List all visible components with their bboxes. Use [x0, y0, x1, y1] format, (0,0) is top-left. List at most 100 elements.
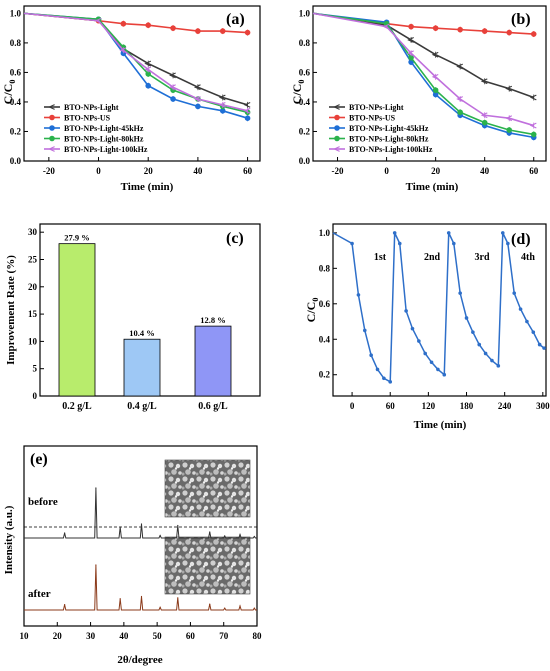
panel-b-legend-label-2: BTO-NPs-Light-45kHz: [349, 124, 429, 133]
panel-b-xlabel: Time (min): [406, 181, 459, 193]
panel-c: (c) Improvement Rate (%) 0 5 10 15 20 25 30 27…: [5, 223, 261, 412]
panel-a-ylabel: C/C0: [1, 80, 17, 105]
panel-d-ytick-label-4: 1.0: [319, 228, 331, 238]
panel-e-peak-before-7: [224, 535, 226, 537]
panel-b-point-4-4: [456, 96, 463, 102]
panel-a-label: (a): [226, 11, 245, 28]
panel-b-legend-marker-2: [334, 125, 340, 131]
panel-d-point-10: [404, 309, 408, 313]
panel-b-line-series-4: [312, 12, 534, 127]
panel-a-ytick-label-1: 0.2: [10, 126, 22, 136]
panel-b-point-0-5: [480, 78, 488, 85]
panel-e-xtick-label-6: 70: [219, 631, 229, 641]
panel-a-point-4-5: [193, 96, 201, 102]
panel-b-line-series-1: [312, 12, 534, 35]
panel-a-point-0-7: [243, 102, 251, 108]
panel-b-point-0-2: [407, 37, 414, 43]
panel-b-frame: [312, 5, 547, 162]
panel-b-legend-marker-3: [334, 135, 340, 142]
panel-a-ytick-label-4: 0.8: [10, 38, 22, 48]
panel-a-point-2-7: [244, 115, 251, 121]
panel-a-point-4-2: [119, 47, 127, 54]
panel-d-point-32: [537, 342, 542, 347]
panel-d-cycle-label-0: 1st: [374, 252, 387, 263]
panel-e-peak-before-9: [253, 535, 255, 538]
panel-e-label: (e): [30, 451, 48, 468]
panel-e-xlabel: 2θ/degree: [117, 654, 162, 666]
panel-d-xtick-label-2: 120: [422, 401, 436, 411]
panel-a-point-2-4: [170, 96, 176, 102]
panel-b-ylabel: C/C0: [290, 80, 306, 105]
panel-c-category-label-2: 0.6 g/L: [198, 401, 228, 412]
panel-b-point-3-7: [530, 131, 537, 138]
panel-a-point-4-1: [94, 17, 102, 24]
panel-a-ytick-label-5: 1.0: [10, 8, 22, 18]
panel-d-ytick-label-3: 0.8: [319, 263, 331, 273]
panel-b-point-0-3: [431, 51, 439, 58]
panel-b-point-4-6: [505, 115, 513, 122]
panel-e-peak-after-1: [95, 564, 97, 566]
panel-a-legend-label-3: BTO-NPs-Light-80kHz: [64, 135, 144, 144]
panel-d-point-13: [423, 351, 427, 356]
panel-b-legend-marker-1: [334, 114, 340, 121]
panel-c-ylabel: Improvement Rate (%): [5, 255, 17, 365]
panel-a-line-series-4: [23, 12, 248, 112]
panel-a-point-1-2: [120, 20, 127, 27]
panel-d-ytick-label-2: 0.6: [319, 299, 331, 309]
panel-b-label: (b): [511, 11, 531, 28]
panel-c-bar-value-1: 10.4 %: [129, 328, 155, 338]
panel-d-cycle-labels: 1st 2nd 3rd 4th: [374, 252, 535, 263]
panel-d-point-29: [518, 307, 523, 311]
panel-e-peak-before-5: [177, 524, 179, 527]
panel-e-peak-before-3: [140, 523, 143, 525]
panel-a-xtick-label-1: 0: [96, 166, 101, 176]
panel-d-point-26: [500, 231, 505, 235]
panel-b: (b) C/C0 Time (min) -20 0 20 40 60 0.0 0.2 0.4…: [290, 5, 547, 193]
panel-d-xticks: 0 60 120 180 240 300: [350, 392, 550, 411]
panel-c-bar-2: [194, 325, 232, 397]
panel-d-point-18: [452, 241, 456, 246]
panel-a-ytick-label-0: 0.0: [10, 156, 22, 166]
panel-a: (a) C/C0 Time (min) -20 0 20 40 60 0.0 0.2 0.4…: [1, 5, 261, 193]
panel-b-point-3-4: [457, 109, 463, 116]
panel-b-ytick-label-0: 0.0: [299, 156, 311, 166]
panel-d-point-20: [464, 316, 469, 320]
panel-c-ytick-label-5: 25: [28, 254, 38, 264]
panel-d-point-16: [442, 372, 447, 377]
panel-b-legend-label-1: BTO-NPs-US: [349, 114, 396, 123]
panel-b-xtick-label-2: 20: [431, 166, 441, 176]
panel-c-ytick-label-6: 30: [28, 227, 38, 237]
panel-d-cycle-label-2: 3rd: [475, 252, 490, 263]
panel-d-xlabel: Time (min): [414, 419, 467, 431]
panel-b-xtick-label-3: 40: [480, 166, 490, 176]
panel-d-point-22: [477, 342, 482, 347]
panel-b-point-4-7: [529, 122, 537, 129]
panel-d-point-27: [506, 241, 510, 246]
panel-c-category-label-0: 0.2 g/L: [62, 401, 92, 412]
panel-b-legend: BTO-NPs-Light BTO-NPs-USBTO-NPs-Light-45k…: [329, 103, 433, 154]
panel-e-peak-before-0: [64, 532, 66, 534]
panel-a-legend-label-0: BTO-NPs-Light: [64, 103, 119, 112]
panel-d-frame: [332, 223, 547, 397]
panel-c-bar-value-2: 12.8 %: [200, 315, 226, 325]
panel-c-bar-value-0: 27.9 %: [64, 233, 90, 243]
panel-d-cycle-label-1: 2nd: [424, 252, 441, 263]
panel-b-xticks: -20 0 20 40 60: [332, 157, 539, 176]
panel-a-point-0-5: [193, 84, 201, 91]
panel-d-point-12: [417, 339, 421, 343]
panel-b-legend-label-4: BTO-NPs-Light-100kHz: [349, 145, 433, 154]
panel-e-series: [24, 487, 257, 611]
panel-e-xtick-label-3: 40: [119, 631, 129, 641]
panel-e-xtick-label-4: 50: [153, 631, 163, 641]
panel-b-point-3-3: [432, 87, 439, 93]
panel-d-point-3: [362, 328, 367, 333]
panel-a-legend-label-2: BTO-NPs-Light-45kHz: [64, 124, 144, 133]
panel-e-peak-before-8: [239, 533, 241, 536]
panel-a-legend-marker-3: [49, 135, 55, 142]
panel-e-xtick-label-2: 30: [86, 631, 96, 641]
panel-b-yticks: 0.0 0.2 0.4 0.6 0.8 1.0: [299, 8, 317, 166]
panel-a-ytick-label-3: 0.6: [10, 67, 22, 77]
panel-a-point-1-3: [145, 22, 152, 28]
panel-d-ytick-label-1: 0.4: [319, 334, 331, 344]
panel-c-ytick-label-2: 10: [28, 336, 38, 346]
